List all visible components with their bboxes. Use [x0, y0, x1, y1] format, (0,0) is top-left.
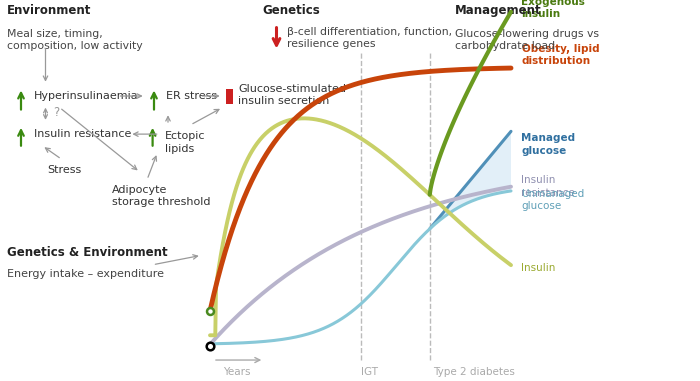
- Text: Energy intake – expenditure: Energy intake – expenditure: [7, 269, 164, 279]
- Text: β-cell differentiation, function,
resilience genes: β-cell differentiation, function, resili…: [287, 27, 452, 49]
- Text: Environment: Environment: [7, 4, 92, 17]
- Text: IGT: IGT: [360, 367, 377, 376]
- Text: Genetics: Genetics: [262, 4, 321, 17]
- Text: ?: ?: [53, 106, 60, 118]
- Text: Managed
glucose: Managed glucose: [522, 133, 575, 155]
- Text: Meal size, timing,
composition, low activity: Meal size, timing, composition, low acti…: [7, 29, 143, 51]
- Text: Ectopic
lipids: Ectopic lipids: [164, 131, 205, 154]
- Text: Insulin: Insulin: [522, 263, 556, 273]
- Text: Genetics & Environment: Genetics & Environment: [7, 246, 167, 259]
- Text: ER stress: ER stress: [166, 91, 217, 101]
- Text: Management: Management: [455, 4, 542, 17]
- Text: Insulin
resistance: Insulin resistance: [522, 176, 575, 198]
- Text: Hyperinsulinaemia: Hyperinsulinaemia: [34, 91, 138, 101]
- Text: Glucose-stimulated
insulin secretion: Glucose-stimulated insulin secretion: [238, 84, 346, 106]
- Text: Stress: Stress: [48, 165, 82, 174]
- Bar: [226, 89, 233, 104]
- Text: Exogenous
insulin: Exogenous insulin: [522, 0, 585, 19]
- Text: Type 2 diabetes: Type 2 diabetes: [433, 367, 515, 376]
- Text: Unmanaged
glucose: Unmanaged glucose: [522, 189, 584, 211]
- Text: Adipocyte
storage threshold: Adipocyte storage threshold: [112, 185, 211, 207]
- Text: Years: Years: [223, 367, 251, 376]
- Text: Insulin resistance: Insulin resistance: [34, 129, 131, 139]
- Text: Obesity, lipid
distribution: Obesity, lipid distribution: [522, 44, 599, 66]
- Polygon shape: [430, 131, 511, 229]
- Text: Glucose-lowering drugs vs
carbohydrate load: Glucose-lowering drugs vs carbohydrate l…: [455, 29, 599, 51]
